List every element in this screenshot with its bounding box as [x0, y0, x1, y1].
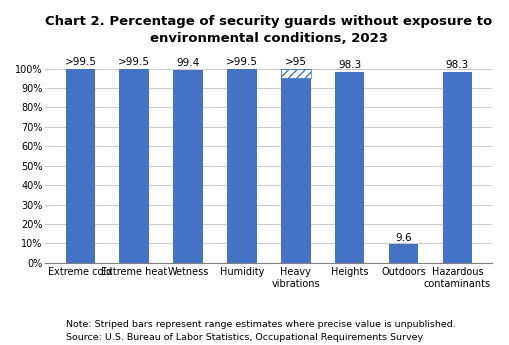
Bar [119, 69, 149, 263]
Text: 9.6: 9.6 [394, 233, 411, 243]
Text: Source: U.S. Bureau of Labor Statistics, Occupational Requirements Survey: Source: U.S. Bureau of Labor Statistics,… [66, 333, 422, 342]
Bar [280, 69, 310, 263]
Text: >95: >95 [284, 57, 306, 67]
Bar [388, 244, 417, 263]
Text: >99.5: >99.5 [64, 57, 96, 67]
Bar [280, 69, 310, 78]
Bar [442, 72, 471, 263]
Text: 98.3: 98.3 [337, 60, 360, 70]
Text: >99.5: >99.5 [118, 57, 150, 67]
Bar [227, 69, 256, 263]
Text: 99.4: 99.4 [176, 58, 200, 68]
Bar [173, 70, 203, 263]
Text: 98.3: 98.3 [445, 60, 468, 70]
Text: >99.5: >99.5 [225, 57, 258, 67]
Title: Chart 2. Percentage of security guards without exposure to
environmental conditi: Chart 2. Percentage of security guards w… [45, 15, 492, 45]
Text: Note: Striped bars represent range estimates where precise value is unpublished.: Note: Striped bars represent range estim… [66, 321, 455, 329]
Bar [334, 72, 364, 263]
Bar [66, 69, 95, 263]
